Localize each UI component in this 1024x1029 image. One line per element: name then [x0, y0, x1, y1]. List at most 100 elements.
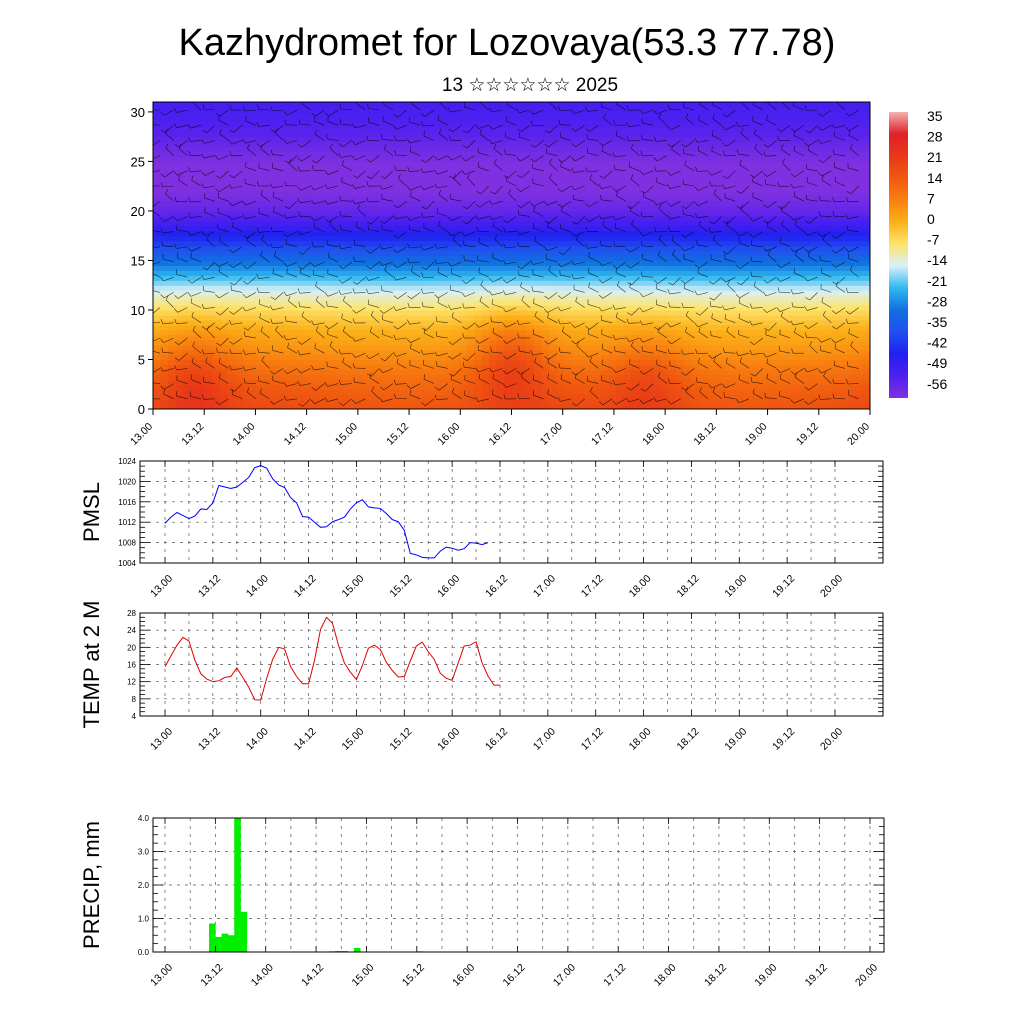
heatmap-cell [608, 210, 617, 217]
heatmap-cell [369, 394, 378, 400]
heatmap-cell [526, 285, 535, 291]
heatmap-cell [220, 210, 229, 217]
heatmap-cell [399, 111, 408, 118]
heatmap-cell [421, 344, 430, 351]
heatmap-cell [302, 215, 311, 222]
heatmap-cell [205, 354, 214, 361]
heatmap-cell [683, 300, 692, 306]
heatmap-cell [481, 106, 490, 113]
heatmap-cell [175, 354, 184, 361]
heatmap-cell [690, 126, 699, 133]
heatmap-cell [451, 116, 460, 123]
heatmap-cell [190, 186, 199, 192]
heatmap-cell [250, 171, 259, 177]
heatmap-cell [533, 334, 542, 341]
heatmap-cell [354, 309, 363, 316]
heatmap-cell [586, 215, 595, 222]
heatmap-cell [690, 116, 699, 123]
heatmap-cell [317, 210, 326, 217]
heatmap-cell [750, 359, 759, 366]
heatmap-cell [317, 275, 326, 281]
heatmap-cell [279, 141, 289, 148]
heatmap-cell [384, 205, 393, 212]
heatmap-cell [362, 354, 371, 361]
heatmap-cell [220, 389, 229, 395]
heatmap-cell [257, 329, 266, 336]
heatmap-cell [227, 126, 236, 133]
heatmap-cell [533, 181, 542, 187]
heatmap-cell [220, 156, 229, 163]
heatmap-cell [481, 384, 490, 390]
heatmap-cell [294, 235, 303, 242]
heatmap-cell [728, 235, 737, 242]
heatmap-cell [309, 225, 318, 232]
heatmap-cell [489, 305, 498, 311]
heatmap-cell [563, 290, 572, 296]
heatmap-cell [668, 205, 677, 212]
heatmap-cell [690, 146, 699, 153]
heatmap-cell [421, 176, 430, 182]
heatmap-cell [167, 181, 177, 187]
heatmap-cell [324, 196, 333, 202]
heatmap-cell [339, 225, 348, 232]
heatmap-cell [578, 369, 587, 375]
heatmap-cell [362, 324, 371, 331]
heatmap-cell [182, 280, 191, 286]
heatmap-cell [347, 205, 356, 212]
heatmap-cell [571, 230, 580, 237]
heatmap-cell [175, 166, 184, 172]
heatmap-cell [384, 181, 393, 187]
heatmap-cell [332, 250, 341, 257]
heatmap-cell [541, 181, 550, 187]
heatmap-cell [369, 280, 378, 286]
heatmap-cell [153, 210, 162, 217]
heatmap-cell [631, 176, 640, 182]
heatmap-cell [279, 235, 289, 242]
heatmap-cell [444, 245, 453, 252]
heatmap-cell [728, 121, 737, 128]
heatmap-cell [182, 384, 191, 390]
heatmap-cell [496, 201, 505, 207]
heatmap-cell [167, 349, 177, 356]
heatmap-cell [750, 384, 759, 390]
heatmap-cell [220, 205, 229, 212]
heatmap-cell [399, 394, 408, 400]
heatmap-cell [354, 141, 363, 148]
heatmap-cell [451, 146, 460, 153]
heatmap-cell [511, 126, 520, 133]
heatmap-cell [205, 369, 214, 375]
heatmap-cell [683, 161, 692, 167]
heatmap-cell [317, 319, 326, 326]
heatmap-cell [474, 379, 483, 385]
heatmap-cell [272, 364, 281, 370]
heatmap-cell [317, 245, 326, 252]
heatmap-cell [489, 240, 498, 247]
heatmap-cell [294, 102, 303, 108]
heatmap-cell [406, 136, 416, 143]
heatmap-cell [369, 210, 378, 217]
heatmap-cell [272, 300, 281, 306]
heatmap-cell [518, 300, 528, 306]
heatmap-cell [504, 136, 513, 143]
heatmap-cell [593, 156, 602, 163]
heatmap-cell [294, 270, 303, 276]
heatmap-cell [504, 275, 513, 281]
heatmap-cell [257, 314, 266, 321]
heatmap-cell [392, 260, 401, 266]
heatmap-cell [414, 215, 423, 222]
heatmap-cell [645, 245, 655, 252]
heatmap-cell [720, 136, 729, 143]
heatmap-cell [354, 191, 363, 197]
heatmap-cell [645, 324, 655, 331]
heatmap-cell [571, 102, 580, 108]
heatmap-cell [399, 389, 408, 395]
heatmap-cell [504, 240, 513, 247]
heatmap-cell [571, 191, 580, 197]
heatmap-cell [362, 230, 371, 237]
heatmap-cell [414, 394, 423, 400]
heatmap-cell [526, 171, 535, 177]
heatmap-cell [713, 260, 722, 266]
heatmap-cell [265, 250, 274, 257]
heatmap-cell [384, 250, 393, 257]
heatmap-cell [347, 171, 356, 177]
